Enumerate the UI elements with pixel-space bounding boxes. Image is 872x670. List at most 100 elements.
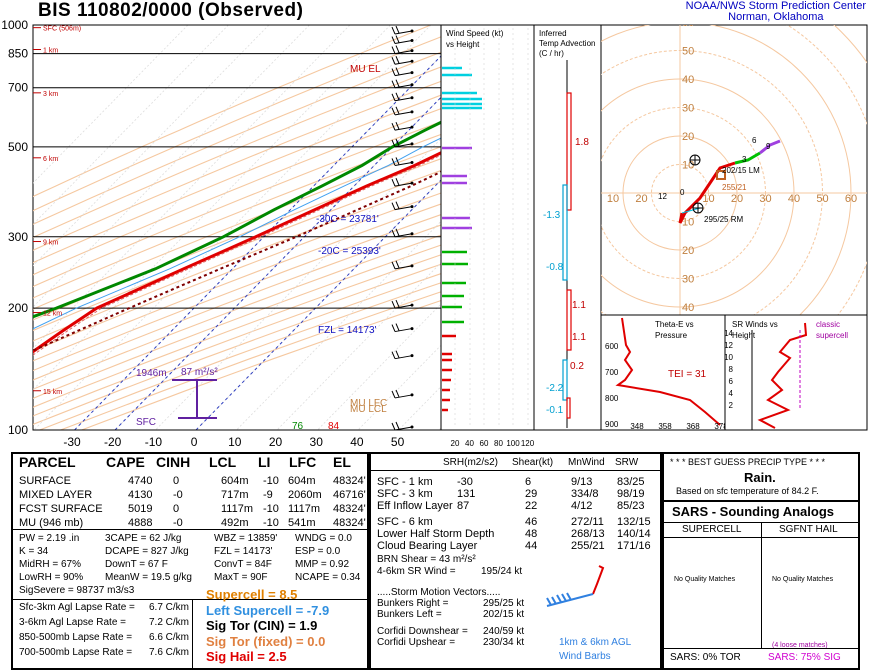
skewt-frame — [32, 24, 442, 431]
sr-winds-panel: SR Winds vs Height classic supercell 141… — [724, 314, 868, 431]
wind-barb — [394, 40, 413, 45]
parcel-cell: 541m — [288, 517, 316, 529]
wind-axis-label: 80 — [494, 439, 503, 448]
wind-barb-feather — [391, 300, 396, 309]
pressure-label: 300 — [8, 230, 28, 244]
sr-winds-y-label: 14 — [724, 329, 733, 338]
advection-bar — [566, 92, 572, 211]
wind-barb-dot — [410, 96, 414, 100]
wind-barb-feather — [395, 138, 400, 147]
advection-value: 1.8 — [575, 137, 589, 148]
barb-1km — [592, 565, 605, 595]
parcel-cell: FCST SURFACE — [19, 503, 103, 515]
kin-header: Shear(kt) — [512, 457, 554, 468]
sfc-label: SFC — [136, 417, 156, 428]
bunkers-left-value: 202/15 kt — [483, 609, 525, 620]
wind-barb — [394, 233, 413, 238]
wind-barb-feather — [391, 122, 396, 131]
parcel-header: LCL — [209, 454, 237, 470]
wind-barb-dot — [410, 39, 414, 43]
sr-winds-y-label: 2 — [729, 401, 734, 410]
wind-barb-dot — [410, 71, 414, 75]
parcel-cell: SURFACE — [19, 475, 71, 487]
theta-e-trace — [615, 317, 721, 426]
wind-axis-label: 40 — [465, 439, 474, 448]
pressure-label: 500 — [8, 140, 28, 154]
kin-cell: Lower Half Storm Depth — [377, 528, 495, 540]
parcel-header: PARCEL — [19, 454, 76, 470]
advection-bar — [562, 184, 568, 281]
wind-barb-feather — [395, 299, 400, 308]
index-cell: DownT = 67 F — [105, 559, 168, 570]
mu-lfc-label: MU LFC — [350, 398, 387, 409]
index-cell: LowRH = 90% — [19, 572, 84, 583]
hodograph: 1010102020203030304040405050506060607070… — [601, 17, 867, 315]
isotherm — [33, 25, 189, 184]
fzl-label: FZL = 14173' — [318, 325, 377, 336]
hodo-rm-label: 295/25 RM — [704, 215, 743, 224]
hodograph-panel: 1010102020203030304040405050506060607070… — [600, 17, 868, 316]
wind-barb-feather — [391, 93, 396, 101]
kin-cell: 29 — [525, 488, 538, 500]
precip-title: * * * BEST GUESS PRECIP TYPE * * * — [670, 457, 826, 467]
advection-value: 1.1 — [572, 332, 586, 343]
wind-barb-dot — [410, 264, 414, 268]
index-cell: ConvT = 84F — [214, 559, 272, 570]
wind-barb-feather — [395, 45, 400, 53]
wind-barb-feather — [391, 107, 396, 116]
wind-barb-feather — [395, 177, 400, 186]
hodo-ring-label-right: 30 — [759, 193, 771, 205]
height-label: SFC (506m) — [43, 26, 81, 33]
wind-barb — [394, 84, 413, 89]
precip-panel: * * * BEST GUESS PRECIP TYPE * * * Rain.… — [662, 452, 860, 502]
wind-barb-feather — [391, 261, 396, 270]
hodo-ring-label-down: 10 — [682, 217, 694, 229]
wind-barb — [394, 265, 413, 270]
wind-axis-label: 100 — [506, 439, 520, 448]
parcel-cell: MU (946 mb) — [19, 517, 84, 529]
sr-winds-trace — [757, 322, 808, 429]
parcel-cell: 604m — [288, 475, 316, 487]
sr-winds-frame — [724, 314, 868, 431]
index-cell: WNDG = 0.0 — [295, 533, 352, 544]
pressure-label: 100 — [8, 423, 28, 437]
series-line-1 — [33, 120, 441, 319]
parcel-cell: -9 — [263, 489, 273, 501]
hodo-ring-label-up: 60 — [682, 17, 694, 29]
parcel-cell: -10 — [263, 517, 279, 529]
parcel-cell: 46716' — [333, 489, 366, 501]
wind-barb-feather — [395, 79, 400, 87]
index-cell: MidRH = 67% — [19, 559, 81, 570]
parcel-cell: -0 — [173, 517, 183, 529]
dry-adiabat — [33, 203, 441, 362]
hodo-lm-label: 202/15 LM — [722, 166, 760, 175]
dry-adiabat — [33, 214, 441, 372]
hodo-ring-label-left: 20 — [635, 193, 647, 205]
wind-barb-dot — [410, 205, 414, 209]
wind-speed-panel: Wind Speed (kt) vs Height 20 40 60 80 100 120 — [440, 24, 535, 448]
wind-barb-dot — [410, 49, 414, 53]
hodo-sr-vector — [681, 207, 701, 214]
advection-value: 1.1 — [572, 300, 586, 311]
dry-adiabat — [33, 224, 441, 381]
index-cell: WBZ = 13859' — [214, 533, 278, 544]
hodo-ring-label-right: 50 — [816, 193, 828, 205]
wind-barb-feather — [391, 178, 396, 187]
wind-axis-label: 120 — [521, 439, 535, 448]
parcel-header: CINH — [156, 454, 191, 470]
pressure-label: 850 — [8, 47, 28, 61]
isotherm — [33, 25, 351, 349]
parcel-header: CAPE — [106, 454, 145, 470]
sr-winds-profile: 14 12 10 8 6 4 2 — [724, 322, 808, 430]
wind-barb-feather — [391, 158, 396, 166]
parcel-header: LI — [258, 454, 271, 470]
wind-barb — [394, 206, 413, 211]
composite-1: Left Supercell = -7.9 — [206, 602, 330, 618]
index-cell: NCAPE = 0.34 — [295, 572, 361, 583]
kin-cell: 268/13 — [571, 528, 605, 540]
theta-e-title-1: Theta-E vs — [655, 320, 694, 329]
kin-cell: 255/21 — [571, 540, 605, 552]
parcel-cell: -10 — [263, 503, 279, 515]
barbs-label-1: 1km & 6km AGL — [559, 637, 632, 648]
